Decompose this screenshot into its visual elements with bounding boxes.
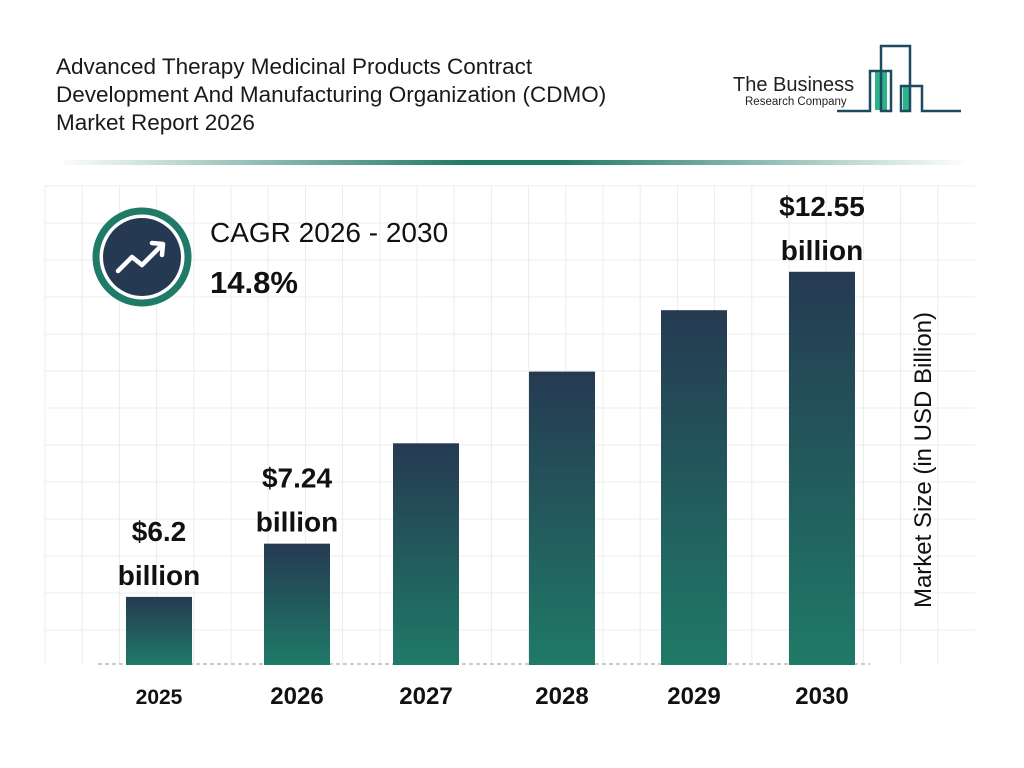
cagr-title: CAGR 2026 - 2030 <box>210 217 449 248</box>
divider <box>56 160 968 165</box>
logo-text: The Business <box>733 74 855 96</box>
x-tick-label: 2028 <box>535 683 588 710</box>
bar-2028 <box>529 371 595 665</box>
x-tick-label: 2025 <box>136 686 183 709</box>
x-tick-label: 2030 <box>795 683 848 710</box>
company-logo: The Business Research Company <box>725 44 965 116</box>
x-tick-label: 2029 <box>667 683 720 710</box>
data-label: $12.55 <box>779 191 865 222</box>
bar-2030 <box>789 271 855 665</box>
bar-2029 <box>661 310 727 665</box>
data-label: billion <box>256 507 338 538</box>
title-line: Development And Manufacturing Organizati… <box>56 82 607 107</box>
logo-buildings-icon <box>837 44 961 113</box>
data-label: $6.2 <box>132 516 187 547</box>
title-line: Market Report 2026 <box>56 110 255 135</box>
x-tick-label: 2027 <box>399 683 452 710</box>
y-axis-label: Market Size (in USD Billion) <box>910 311 937 609</box>
bar-2027 <box>393 443 459 665</box>
trending-up-icon <box>92 207 192 307</box>
cagr-value: 14.8% <box>210 265 298 300</box>
data-label: billion <box>781 235 863 266</box>
logo-subtext: Research Company <box>745 96 847 108</box>
data-label: $7.24 <box>262 463 332 494</box>
x-tick-label: 2026 <box>270 683 323 710</box>
data-label: billion <box>118 560 200 591</box>
title-line: Advanced Therapy Medicinal Products Cont… <box>56 54 533 79</box>
bar-2026 <box>264 543 330 665</box>
bar-2025 <box>126 596 192 665</box>
page-title: Advanced Therapy Medicinal Products Cont… <box>56 53 716 137</box>
